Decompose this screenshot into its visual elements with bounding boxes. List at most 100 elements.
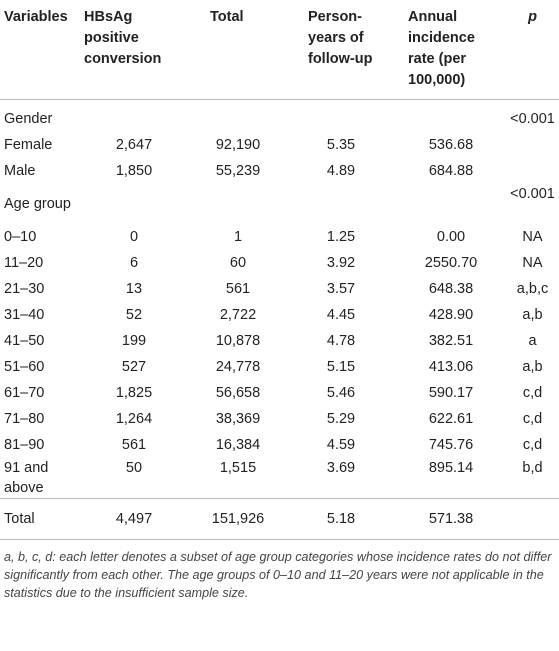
cell-person-years: 3.57 <box>326 280 356 297</box>
cell-total: 24,778 <box>215 358 261 375</box>
cell-rate <box>396 184 506 224</box>
cell-rate <box>396 100 506 133</box>
table-row: 0–10 0 1 1.25 0.00 NA <box>0 224 559 250</box>
cell-rate: 648.38 <box>428 280 474 297</box>
table-header-row: Variables HBsAg positive conversion Tota… <box>0 0 559 100</box>
cell-hbsag: 0 <box>129 228 139 245</box>
cell-rate: 413.06 <box>428 358 474 375</box>
cell-hbsag: 4,497 <box>78 498 190 540</box>
row-label: 21–30 <box>4 280 45 297</box>
cell-hbsag <box>78 184 190 224</box>
cell-p: a,b <box>522 306 543 323</box>
cell-total: 55,239 <box>215 162 261 179</box>
row-label: Male <box>4 162 36 179</box>
cell-rate: 571.38 <box>396 498 506 540</box>
table-total-row: Total 4,497 151,926 5.18 571.38 <box>0 498 559 540</box>
cell-person-years: 5.18 <box>286 498 396 540</box>
cell-hbsag: 199 <box>121 332 147 349</box>
cell-p <box>506 158 559 184</box>
cell-total: 10,878 <box>215 332 261 349</box>
row-label: 0–10 <box>4 228 37 245</box>
row-label: 71–80 <box>4 410 45 427</box>
cell-rate: 684.88 <box>428 162 474 179</box>
row-label: 41–50 <box>4 332 45 349</box>
header-p-value: p <box>506 0 559 100</box>
cell-person-years: 5.35 <box>326 136 356 153</box>
table-row: 81–90 561 16,384 4.59 745.76 c,d <box>0 432 559 458</box>
cell-total: 38,369 <box>215 410 261 427</box>
cell-p <box>506 498 559 540</box>
cell-rate: 536.68 <box>428 136 474 153</box>
cell-p: c,d <box>522 384 543 401</box>
table-row: 31–40 52 2,722 4.45 428.90 a,b <box>0 302 559 328</box>
row-label: Total <box>0 498 78 540</box>
table-row: 91 and above 50 1,515 3.69 895.14 b,d <box>0 458 559 499</box>
row-label: Gender <box>4 110 53 127</box>
table-row: 61–70 1,825 56,658 5.46 590.17 c,d <box>0 380 559 406</box>
cell-total: 1,515 <box>219 460 257 476</box>
cell-total: 92,190 <box>215 136 261 153</box>
cell-total: 151,926 <box>190 498 286 540</box>
table-body: Gender <0.001 Female 2,647 92,190 5.35 5… <box>0 100 559 540</box>
cell-total: 16,384 <box>215 436 261 453</box>
cell-person-years: 4.45 <box>326 306 356 323</box>
cell-person-years <box>286 100 396 133</box>
cell-total <box>190 184 286 224</box>
row-label: 61–70 <box>4 384 45 401</box>
cell-p: a <box>528 332 537 349</box>
cell-hbsag: 13 <box>125 280 143 297</box>
cell-rate: 2550.70 <box>424 254 478 271</box>
header-incidence-rate: Annual incidence rate (per 100,000) <box>396 0 506 100</box>
cell-p: NA <box>522 254 543 271</box>
header-hbsag-conversion: HBsAg positive conversion <box>78 0 190 100</box>
row-label: 31–40 <box>4 306 45 323</box>
cell-person-years <box>286 184 396 224</box>
row-label: Age group <box>4 196 71 212</box>
cell-p <box>506 132 559 158</box>
cell-total: 56,658 <box>215 384 261 401</box>
cell-person-years: 5.29 <box>326 410 356 427</box>
table-row: 21–30 13 561 3.57 648.38 a,b,c <box>0 276 559 302</box>
table-row: Gender <0.001 <box>0 100 559 133</box>
cell-hbsag: 52 <box>125 306 143 323</box>
cell-rate: 895.14 <box>428 460 474 476</box>
cell-total: 561 <box>225 280 251 297</box>
row-label: 51–60 <box>4 358 45 375</box>
header-total: Total <box>190 0 286 100</box>
cell-p: NA <box>522 228 543 245</box>
cell-p: b,d <box>522 460 543 476</box>
table-row: Male 1,850 55,239 4.89 684.88 <box>0 158 559 184</box>
cell-p: <0.001 <box>510 186 555 202</box>
cell-person-years: 3.92 <box>326 254 356 271</box>
cell-hbsag: 2,647 <box>115 136 153 153</box>
cell-person-years: 4.89 <box>326 162 356 179</box>
cell-hbsag: 1,850 <box>115 162 153 179</box>
cell-hbsag: 561 <box>121 436 147 453</box>
table-row: 11–20 6 60 3.92 2550.70 NA <box>0 250 559 276</box>
cell-hbsag: 527 <box>121 358 147 375</box>
header-variables: Variables <box>0 0 78 100</box>
cell-rate: 745.76 <box>428 436 474 453</box>
cell-hbsag: 1,825 <box>115 384 153 401</box>
cell-rate: 622.61 <box>428 410 474 427</box>
cell-total <box>190 100 286 133</box>
cell-person-years: 1.25 <box>326 228 356 245</box>
cell-p: a,b,c <box>516 280 549 297</box>
cell-p: <0.001 <box>510 110 555 127</box>
cell-total: 1 <box>233 228 243 245</box>
cell-person-years: 4.59 <box>326 436 356 453</box>
cell-rate: 0.00 <box>436 228 466 245</box>
cell-rate: 590.17 <box>428 384 474 401</box>
cell-person-years: 4.78 <box>326 332 356 349</box>
table-row: 51–60 527 24,778 5.15 413.06 a,b <box>0 354 559 380</box>
table-row: 41–50 199 10,878 4.78 382.51 a <box>0 328 559 354</box>
cell-person-years: 5.15 <box>326 358 356 375</box>
row-label: Female <box>4 136 53 153</box>
cell-total: 2,722 <box>219 306 257 323</box>
table-row: Age group <0.001 <box>0 184 559 224</box>
table-row: 71–80 1,264 38,369 5.29 622.61 c,d <box>0 406 559 432</box>
cell-total: 60 <box>229 254 247 271</box>
cell-hbsag <box>78 100 190 133</box>
cell-hbsag: 50 <box>125 460 143 476</box>
table-row: Female 2,647 92,190 5.35 536.68 <box>0 132 559 158</box>
